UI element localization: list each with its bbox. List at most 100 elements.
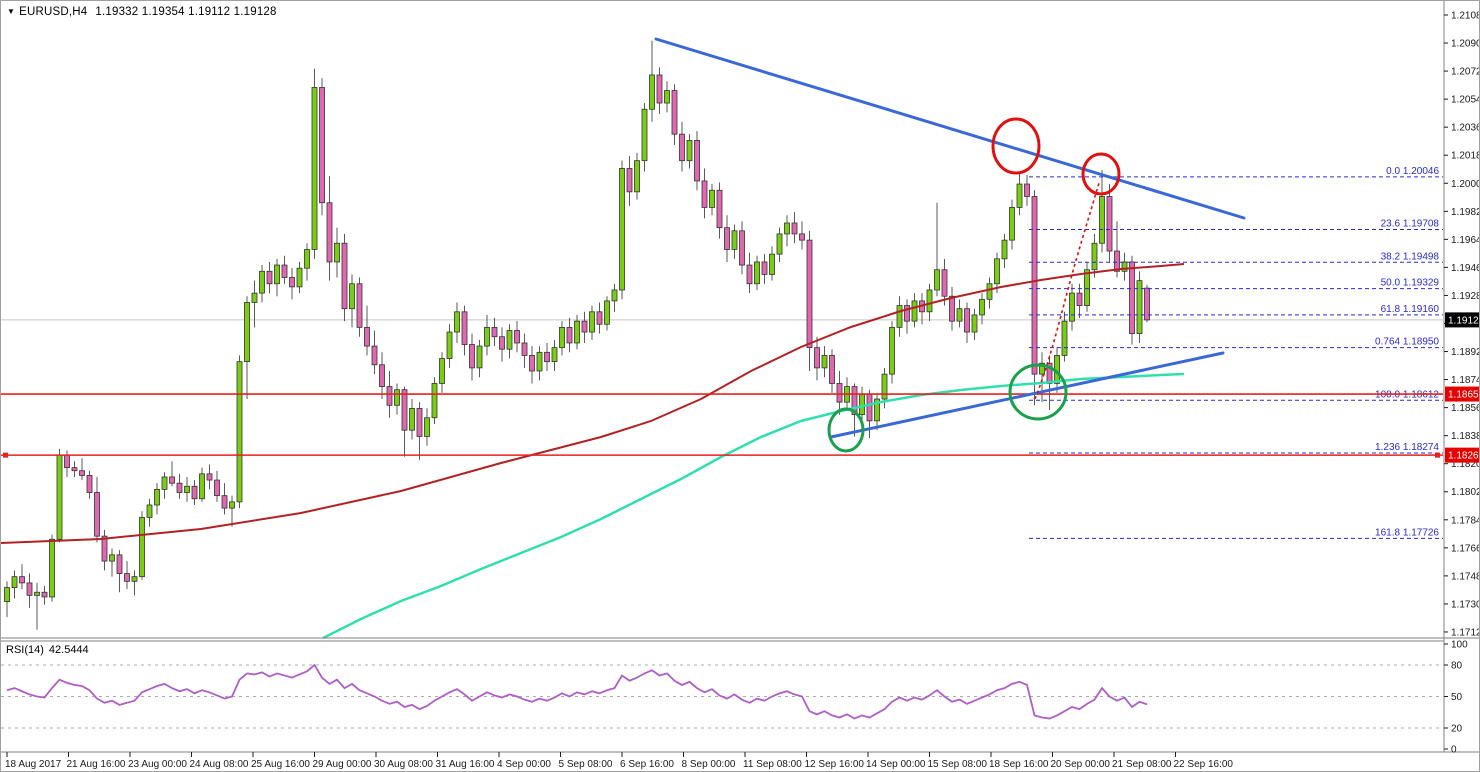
green-circle-annotation[interactable] bbox=[827, 407, 865, 453]
candlestick bbox=[161, 476, 168, 490]
candlestick bbox=[701, 180, 708, 208]
candlestick bbox=[784, 222, 790, 235]
candlestick bbox=[334, 242, 340, 263]
price-axis-label: 1.21085 bbox=[1451, 11, 1480, 22]
hline-anchor-handle[interactable] bbox=[3, 452, 8, 458]
candlestick bbox=[484, 326, 490, 347]
candlestick bbox=[889, 326, 895, 375]
candlestick bbox=[146, 504, 153, 518]
rsi-axis-label: 80 bbox=[1451, 661, 1463, 672]
date-axis-label: 31 Aug 16:00 bbox=[436, 759, 495, 770]
green-circle-annotation[interactable] bbox=[1008, 363, 1068, 421]
date-axis-label: 23 Aug 00:00 bbox=[128, 759, 187, 770]
candlestick bbox=[964, 308, 970, 333]
candlestick bbox=[836, 383, 843, 403]
candlestick bbox=[86, 474, 93, 493]
candlestick bbox=[56, 454, 63, 540]
candlestick bbox=[566, 326, 573, 344]
red-circle-annotation[interactable] bbox=[1081, 152, 1121, 196]
price-axis-label: 1.18385 bbox=[1451, 431, 1480, 442]
candlestick bbox=[199, 473, 205, 500]
candlestick bbox=[266, 270, 273, 285]
candlestick bbox=[304, 249, 310, 269]
ohlc-header: ▼ EURUSD,H4 1.19332 1.19354 1.19112 1.1912… bbox=[7, 6, 277, 18]
candlestick bbox=[4, 587, 10, 602]
candlestick bbox=[1001, 239, 1008, 260]
fib-level-label-0.0: 0.0 1.20046 bbox=[1386, 166, 1439, 177]
candlestick bbox=[769, 253, 775, 275]
candlestick bbox=[559, 326, 565, 349]
date-axis-label: 18 Aug 2017 bbox=[5, 759, 62, 770]
trendline-descending-resistance[interactable] bbox=[654, 37, 1246, 220]
candlestick bbox=[521, 342, 528, 356]
candlestick bbox=[754, 261, 760, 285]
candlestick bbox=[1039, 362, 1045, 375]
price-axis-label: 1.18205 bbox=[1451, 459, 1480, 470]
price-tag-1.18260 bbox=[1445, 447, 1479, 463]
date-axis-label: 14 Sep 00:00 bbox=[866, 759, 926, 770]
candlestick bbox=[649, 74, 655, 110]
candlestick bbox=[806, 239, 813, 349]
candlestick bbox=[1129, 261, 1135, 335]
price-axis-label: 1.17125 bbox=[1451, 627, 1480, 638]
candlestick bbox=[1069, 292, 1075, 322]
candlestick bbox=[206, 473, 213, 481]
candlestick bbox=[656, 74, 663, 104]
trendline-ascending-support[interactable] bbox=[829, 351, 1225, 439]
date-axis-label: 11 Sep 08:00 bbox=[743, 759, 802, 770]
fib-level-label-0.764: 0.764 1.18950 bbox=[1375, 337, 1439, 348]
candlestick bbox=[664, 90, 670, 104]
candlestick bbox=[469, 344, 475, 369]
hline-anchor-handle[interactable] bbox=[1435, 452, 1440, 458]
date-axis-label: 24 Aug 08:00 bbox=[190, 759, 249, 770]
date-axis-label: 22 Sep 16:00 bbox=[1174, 759, 1234, 770]
candlestick bbox=[364, 326, 370, 347]
price-axis-label: 1.18745 bbox=[1451, 375, 1480, 386]
candlestick bbox=[941, 269, 948, 297]
candlestick bbox=[251, 292, 258, 303]
rsi-axis-label: 0 bbox=[1451, 745, 1457, 756]
price-axis-label: 1.19465 bbox=[1451, 263, 1480, 274]
rsi-axis-label: 100 bbox=[1451, 640, 1468, 651]
candlestick bbox=[431, 383, 438, 419]
candlestick bbox=[604, 300, 610, 325]
candlestick bbox=[79, 470, 85, 476]
symbol-collapse-icon[interactable]: ▼ bbox=[7, 7, 16, 16]
red-circle-annotation[interactable] bbox=[991, 117, 1041, 175]
rsi-indicator-line[interactable] bbox=[6, 663, 1148, 720]
price-axis-label: 1.17665 bbox=[1451, 543, 1480, 554]
price-axis-label: 1.17845 bbox=[1451, 515, 1480, 526]
candlestick bbox=[184, 485, 190, 493]
candlestick bbox=[986, 283, 993, 300]
date-axis-label: 29 Aug 00:00 bbox=[313, 759, 372, 770]
candlestick bbox=[544, 351, 550, 363]
candlestick bbox=[671, 90, 678, 135]
candlestick bbox=[416, 407, 423, 437]
candlestick bbox=[709, 189, 715, 208]
rsi-axis-label: 50 bbox=[1451, 692, 1463, 703]
price-axis-label: 1.20725 bbox=[1451, 67, 1480, 78]
projection-dotted-path[interactable] bbox=[1034, 182, 1100, 400]
fib-level-label-50.0: 50.0 1.19329 bbox=[1381, 278, 1440, 289]
candlestick bbox=[581, 320, 588, 333]
ma-slow-line[interactable] bbox=[1, 263, 1185, 544]
candlestick bbox=[191, 485, 198, 500]
fib-level-label-161.8: 161.8 1.17726 bbox=[1375, 527, 1439, 538]
price-axis-label: 1.18565 bbox=[1451, 403, 1480, 414]
candlestick bbox=[386, 386, 393, 406]
candlestick bbox=[731, 230, 738, 250]
ma-fast-line[interactable] bbox=[322, 372, 1185, 640]
candlestick bbox=[244, 302, 250, 363]
fib-level-label-38.2: 38.2 1.19498 bbox=[1381, 251, 1440, 262]
candlestick bbox=[424, 417, 430, 437]
date-axis-label: 8 Sep 00:00 bbox=[682, 759, 736, 770]
candlestick bbox=[311, 87, 318, 250]
rsi-header: RSI(14) 42.5444 bbox=[6, 644, 89, 656]
candlestick bbox=[814, 347, 820, 369]
candlestick bbox=[596, 311, 603, 325]
candlestick bbox=[19, 576, 25, 584]
candlestick bbox=[116, 554, 123, 574]
candlestick bbox=[724, 227, 730, 250]
candlestick bbox=[221, 495, 228, 509]
